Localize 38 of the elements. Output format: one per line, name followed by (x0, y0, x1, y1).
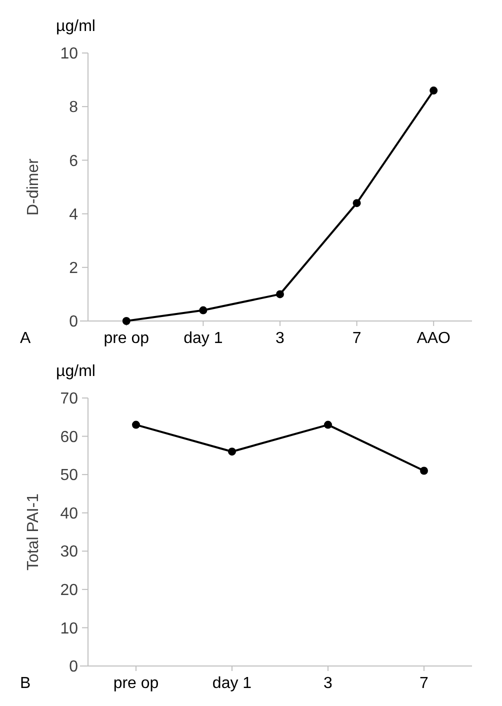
text: µg/ml (56, 363, 96, 380)
point (324, 420, 332, 429)
y-tick-label: 50 (60, 467, 78, 484)
point (352, 199, 361, 208)
x-tick-label: 3 (276, 330, 285, 347)
text: A (20, 330, 31, 347)
x-tick-label: AAO (416, 330, 450, 347)
point (199, 306, 208, 314)
point (132, 420, 140, 429)
point (276, 290, 284, 298)
y-tick-label: 6 (69, 152, 78, 170)
y-tick-label: 0 (69, 314, 78, 331)
y-tick-label: 30 (60, 544, 78, 561)
y-tick-label: 40 (60, 505, 78, 522)
point (430, 86, 438, 95)
y-tick-label: 10 (60, 620, 78, 638)
point (228, 448, 236, 456)
y-axis-title: D-dimer (25, 158, 42, 216)
point (122, 317, 130, 325)
x-tick-label: pre op (113, 675, 159, 692)
y-tick-label: 20 (60, 582, 78, 600)
x-tick-label: day 1 (184, 330, 223, 347)
y-tick-label: 2 (69, 260, 78, 277)
y-tick-label: 70 (60, 390, 78, 408)
x-tick-label: 7 (352, 330, 362, 347)
point (420, 466, 428, 475)
y-tick-label: 10 (60, 46, 78, 63)
x-tick-label: 7 (420, 675, 429, 692)
y-tick-label: 0 (69, 658, 78, 676)
y-tick-label: 4 (69, 206, 78, 224)
x-tick-label: 3 (324, 675, 333, 692)
text: B (20, 675, 31, 692)
x-tick-label: pre op (104, 330, 150, 347)
y-axis-title: Total PAI-1 (25, 493, 42, 571)
text: µg/ml (56, 18, 96, 35)
x-tick-label: day 1 (212, 675, 252, 692)
y-tick-label: 8 (69, 99, 78, 116)
y-tick-label: 60 (60, 428, 78, 446)
